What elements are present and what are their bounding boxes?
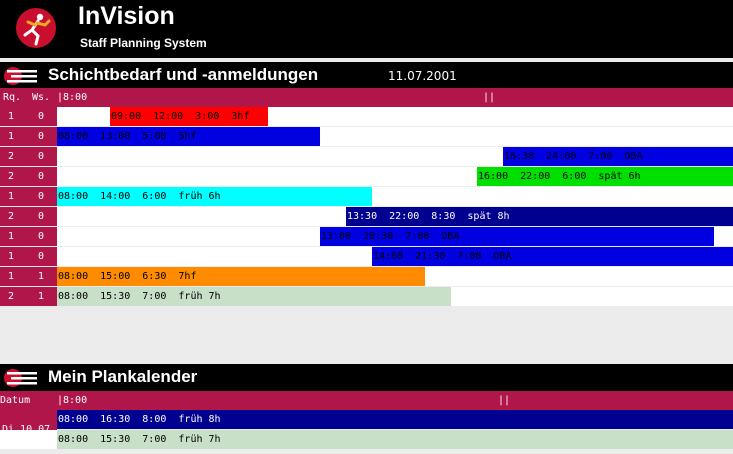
row-ws: 0	[30, 227, 57, 246]
section-stripes-icon	[4, 369, 37, 387]
section-date: 11.07.2001	[388, 69, 457, 83]
shift-bar[interactable]: 09:00 12:00 3:00 3hf	[110, 107, 268, 126]
shift-row: 1 0 14:00 21:30 7:00 OBA	[0, 247, 733, 267]
shift-bar[interactable]: 16:00 22:00 6:00 spät 6h	[477, 167, 733, 186]
shift-row: 1 1 08:00 15:00 6:30 7hf	[0, 267, 733, 287]
row-rq: 1	[0, 267, 30, 286]
row-rq: 2	[0, 167, 30, 186]
shift-bar[interactable]: 08:00 13:00 5:00 5hf	[57, 127, 320, 146]
shift-bar[interactable]: 13:30 22:00 8:30 spät 8h	[346, 207, 733, 226]
shift-bar[interactable]: 08:00 14:00 6:00 früh 6h	[57, 187, 372, 206]
app-name: InVision	[78, 2, 175, 30]
calendar-bar[interactable]: 08:00 16:30 8:00 früh 8h	[57, 410, 733, 429]
section-stripes-icon	[4, 67, 37, 85]
col-datum: Datum	[0, 395, 31, 406]
shift-bar[interactable]: 13:00 20:30 7:00 OBA	[320, 227, 714, 246]
col-time-marker: ||	[483, 92, 496, 103]
shift-row: 2 0 16:30 24:00 7:00 OBA	[0, 147, 733, 167]
shift-bar[interactable]: 16:30 24:00 7:00 OBA	[503, 147, 733, 166]
section-header-calendar: Mein Plankalender	[0, 364, 733, 392]
calendar-row: Di 10.07 08:00 16:30 8:00 früh 8h	[0, 410, 733, 449]
shifts-column-header: Rq. Ws. |8:00 ||	[0, 88, 733, 108]
calendar-column-header: Datum |8:00 ||	[0, 391, 733, 411]
app-subtitle: Staff Planning System	[80, 36, 207, 50]
section-header-shifts: Schichtbedarf und -anmeldungen 11.07.200…	[0, 62, 733, 90]
col-time-start: |8:00	[57, 395, 88, 406]
shift-bar[interactable]: 08:00 15:30 7:00 früh 7h	[57, 287, 451, 306]
shift-row: 1 0 08:00 13:00 5:00 5hf	[0, 127, 733, 147]
col-time-marker: ||	[498, 395, 511, 406]
row-ws: 0	[30, 147, 57, 166]
row-ws: 1	[30, 267, 57, 286]
row-rq: 2	[0, 207, 30, 226]
row-ws: 0	[30, 187, 57, 206]
col-ws: Ws.	[32, 92, 51, 103]
row-rq: 1	[0, 127, 30, 146]
section-title-calendar: Mein Plankalender	[48, 367, 198, 386]
row-rq: 2	[0, 147, 30, 166]
row-ws: 0	[30, 127, 57, 146]
row-ws: 1	[30, 287, 57, 306]
section-title-shifts: Schichtbedarf und -anmeldungen	[48, 65, 319, 84]
shift-row: 1 0 08:00 14:00 6:00 früh 6h	[0, 187, 733, 207]
row-rq: 2	[0, 287, 30, 306]
row-ws: 0	[30, 247, 57, 266]
shift-row: 1 0 13:00 20:30 7:00 OBA	[0, 227, 733, 247]
col-time-start: |8:00	[57, 92, 88, 103]
calendar-row: 08:00 15:30 7:00 früh 7h	[0, 430, 733, 450]
shift-row: 1 0 09:00 12:00 3:00 3hf	[0, 107, 733, 127]
running-figure-icon	[23, 13, 51, 46]
row-rq: 1	[0, 107, 30, 126]
shift-row: 2 0 13:30 22:00 8:30 spät 8h	[0, 207, 733, 227]
row-rq: 1	[0, 187, 30, 206]
row-rq: 1	[0, 247, 30, 266]
row-ws: 0	[30, 107, 57, 126]
calendar-bar[interactable]: 08:00 15:30 7:00 früh 7h	[57, 430, 733, 449]
shift-row: 2 0 16:00 22:00 6:00 spät 6h	[0, 167, 733, 187]
shift-bar[interactable]: 08:00 15:00 6:30 7hf	[57, 267, 425, 286]
app-header: InVision Staff Planning System	[0, 0, 733, 58]
row-ws: 0	[30, 207, 57, 226]
col-rq: Rq.	[3, 92, 22, 103]
row-ws: 0	[30, 167, 57, 186]
shift-bar[interactable]: 14:00 21:30 7:00 OBA	[372, 247, 733, 266]
shift-row: 2 1 08:00 15:30 7:00 früh 7h	[0, 287, 733, 307]
row-rq: 1	[0, 227, 30, 246]
